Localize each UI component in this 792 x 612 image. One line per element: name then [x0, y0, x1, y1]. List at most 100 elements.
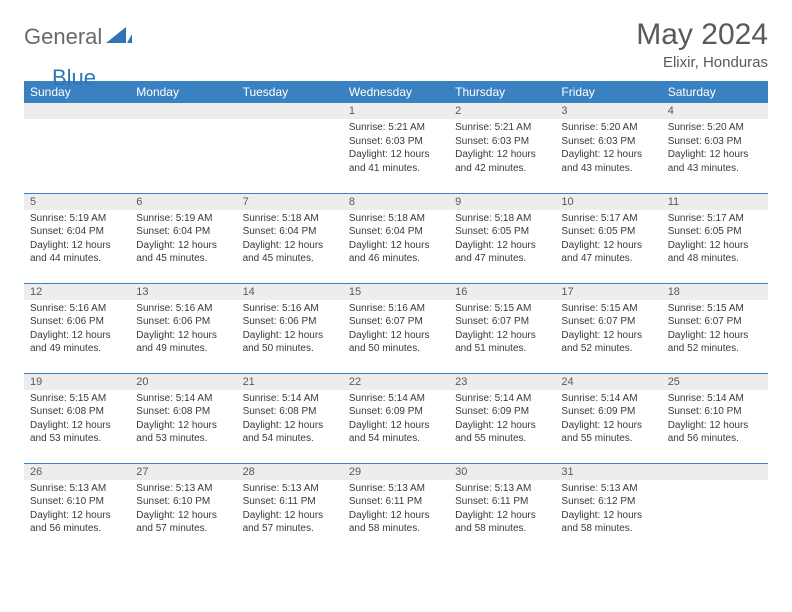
calendar-row: 5Sunrise: 5:19 AMSunset: 6:04 PMDaylight…	[24, 193, 768, 283]
day-number: 28	[237, 464, 343, 480]
day-number	[662, 464, 768, 480]
day-detail: Sunrise: 5:13 AMSunset: 6:11 PMDaylight:…	[343, 480, 449, 540]
calendar-grid: SundayMondayTuesdayWednesdayThursdayFrid…	[24, 81, 768, 553]
weekday-header: Wednesday	[343, 81, 449, 103]
weekday-header: Monday	[130, 81, 236, 103]
day-number: 17	[555, 284, 661, 300]
calendar-cell: 15Sunrise: 5:16 AMSunset: 6:07 PMDayligh…	[343, 283, 449, 373]
calendar-cell: 5Sunrise: 5:19 AMSunset: 6:04 PMDaylight…	[24, 193, 130, 283]
calendar-cell: 28Sunrise: 5:13 AMSunset: 6:11 PMDayligh…	[237, 463, 343, 553]
calendar-cell: 22Sunrise: 5:14 AMSunset: 6:09 PMDayligh…	[343, 373, 449, 463]
day-number: 24	[555, 374, 661, 390]
day-number: 8	[343, 194, 449, 210]
day-detail: Sunrise: 5:14 AMSunset: 6:09 PMDaylight:…	[555, 390, 661, 450]
calendar-page: General May 2024 Elixir, Honduras Blue S…	[0, 0, 792, 565]
calendar-cell: 25Sunrise: 5:14 AMSunset: 6:10 PMDayligh…	[662, 373, 768, 463]
weekday-header: Friday	[555, 81, 661, 103]
month-title: May 2024	[636, 18, 768, 52]
day-number	[237, 103, 343, 119]
location-label: Elixir, Honduras	[636, 54, 768, 71]
day-number: 13	[130, 284, 236, 300]
day-number: 1	[343, 103, 449, 119]
day-detail: Sunrise: 5:15 AMSunset: 6:07 PMDaylight:…	[449, 300, 555, 360]
calendar-cell: 7Sunrise: 5:18 AMSunset: 6:04 PMDaylight…	[237, 193, 343, 283]
day-detail: Sunrise: 5:19 AMSunset: 6:04 PMDaylight:…	[130, 210, 236, 270]
calendar-cell: 21Sunrise: 5:14 AMSunset: 6:08 PMDayligh…	[237, 373, 343, 463]
day-detail: Sunrise: 5:20 AMSunset: 6:03 PMDaylight:…	[555, 119, 661, 179]
day-detail: Sunrise: 5:20 AMSunset: 6:03 PMDaylight:…	[662, 119, 768, 179]
day-detail: Sunrise: 5:13 AMSunset: 6:11 PMDaylight:…	[449, 480, 555, 540]
calendar-cell: 24Sunrise: 5:14 AMSunset: 6:09 PMDayligh…	[555, 373, 661, 463]
day-detail: Sunrise: 5:14 AMSunset: 6:10 PMDaylight:…	[662, 390, 768, 450]
calendar-body: 1Sunrise: 5:21 AMSunset: 6:03 PMDaylight…	[24, 103, 768, 553]
brand-text-blue: Blue	[52, 65, 96, 91]
calendar-cell: 9Sunrise: 5:18 AMSunset: 6:05 PMDaylight…	[449, 193, 555, 283]
day-number: 25	[662, 374, 768, 390]
calendar-cell: 13Sunrise: 5:16 AMSunset: 6:06 PMDayligh…	[130, 283, 236, 373]
day-number: 26	[24, 464, 130, 480]
calendar-cell: 1Sunrise: 5:21 AMSunset: 6:03 PMDaylight…	[343, 103, 449, 193]
calendar-cell: 17Sunrise: 5:15 AMSunset: 6:07 PMDayligh…	[555, 283, 661, 373]
day-detail: Sunrise: 5:18 AMSunset: 6:04 PMDaylight:…	[343, 210, 449, 270]
calendar-cell: 23Sunrise: 5:14 AMSunset: 6:09 PMDayligh…	[449, 373, 555, 463]
day-number: 15	[343, 284, 449, 300]
day-number: 5	[24, 194, 130, 210]
calendar-cell: 31Sunrise: 5:13 AMSunset: 6:12 PMDayligh…	[555, 463, 661, 553]
day-number: 18	[662, 284, 768, 300]
calendar-cell: 8Sunrise: 5:18 AMSunset: 6:04 PMDaylight…	[343, 193, 449, 283]
day-detail: Sunrise: 5:13 AMSunset: 6:12 PMDaylight:…	[555, 480, 661, 540]
day-detail: Sunrise: 5:14 AMSunset: 6:09 PMDaylight:…	[343, 390, 449, 450]
day-detail: Sunrise: 5:13 AMSunset: 6:11 PMDaylight:…	[237, 480, 343, 540]
calendar-cell: 26Sunrise: 5:13 AMSunset: 6:10 PMDayligh…	[24, 463, 130, 553]
day-detail: Sunrise: 5:18 AMSunset: 6:04 PMDaylight:…	[237, 210, 343, 270]
calendar-cell: 19Sunrise: 5:15 AMSunset: 6:08 PMDayligh…	[24, 373, 130, 463]
day-number: 3	[555, 103, 661, 119]
weekday-header: Thursday	[449, 81, 555, 103]
day-number: 27	[130, 464, 236, 480]
day-number: 7	[237, 194, 343, 210]
calendar-cell: 20Sunrise: 5:14 AMSunset: 6:08 PMDayligh…	[130, 373, 236, 463]
day-detail: Sunrise: 5:16 AMSunset: 6:07 PMDaylight:…	[343, 300, 449, 360]
day-number: 31	[555, 464, 661, 480]
brand-sail-icon	[106, 25, 132, 50]
calendar-cell: 18Sunrise: 5:15 AMSunset: 6:07 PMDayligh…	[662, 283, 768, 373]
day-number: 9	[449, 194, 555, 210]
day-detail: Sunrise: 5:15 AMSunset: 6:08 PMDaylight:…	[24, 390, 130, 450]
day-detail: Sunrise: 5:16 AMSunset: 6:06 PMDaylight:…	[24, 300, 130, 360]
weekday-header: Tuesday	[237, 81, 343, 103]
calendar-cell: 11Sunrise: 5:17 AMSunset: 6:05 PMDayligh…	[662, 193, 768, 283]
day-number: 19	[24, 374, 130, 390]
calendar-cell	[130, 103, 236, 193]
calendar-cell: 3Sunrise: 5:20 AMSunset: 6:03 PMDaylight…	[555, 103, 661, 193]
day-detail: Sunrise: 5:14 AMSunset: 6:08 PMDaylight:…	[237, 390, 343, 450]
day-number: 29	[343, 464, 449, 480]
day-detail: Sunrise: 5:15 AMSunset: 6:07 PMDaylight:…	[662, 300, 768, 360]
calendar-cell: 30Sunrise: 5:13 AMSunset: 6:11 PMDayligh…	[449, 463, 555, 553]
day-number: 6	[130, 194, 236, 210]
day-number: 21	[237, 374, 343, 390]
day-detail: Sunrise: 5:18 AMSunset: 6:05 PMDaylight:…	[449, 210, 555, 270]
day-detail: Sunrise: 5:13 AMSunset: 6:10 PMDaylight:…	[130, 480, 236, 540]
day-detail: Sunrise: 5:16 AMSunset: 6:06 PMDaylight:…	[130, 300, 236, 360]
calendar-cell: 6Sunrise: 5:19 AMSunset: 6:04 PMDaylight…	[130, 193, 236, 283]
calendar-cell	[237, 103, 343, 193]
day-detail: Sunrise: 5:21 AMSunset: 6:03 PMDaylight:…	[343, 119, 449, 179]
calendar-header-row: SundayMondayTuesdayWednesdayThursdayFrid…	[24, 81, 768, 103]
calendar-cell: 14Sunrise: 5:16 AMSunset: 6:06 PMDayligh…	[237, 283, 343, 373]
weekday-header: Saturday	[662, 81, 768, 103]
calendar-cell: 2Sunrise: 5:21 AMSunset: 6:03 PMDaylight…	[449, 103, 555, 193]
day-detail: Sunrise: 5:13 AMSunset: 6:10 PMDaylight:…	[24, 480, 130, 540]
calendar-row: 26Sunrise: 5:13 AMSunset: 6:10 PMDayligh…	[24, 463, 768, 553]
day-number: 12	[24, 284, 130, 300]
day-detail: Sunrise: 5:14 AMSunset: 6:08 PMDaylight:…	[130, 390, 236, 450]
calendar-cell: 12Sunrise: 5:16 AMSunset: 6:06 PMDayligh…	[24, 283, 130, 373]
calendar-cell: 10Sunrise: 5:17 AMSunset: 6:05 PMDayligh…	[555, 193, 661, 283]
calendar-cell: 29Sunrise: 5:13 AMSunset: 6:11 PMDayligh…	[343, 463, 449, 553]
day-detail: Sunrise: 5:17 AMSunset: 6:05 PMDaylight:…	[555, 210, 661, 270]
calendar-cell: 4Sunrise: 5:20 AMSunset: 6:03 PMDaylight…	[662, 103, 768, 193]
day-detail: Sunrise: 5:16 AMSunset: 6:06 PMDaylight:…	[237, 300, 343, 360]
brand-logo: General	[24, 18, 134, 50]
calendar-row: 1Sunrise: 5:21 AMSunset: 6:03 PMDaylight…	[24, 103, 768, 193]
day-number: 10	[555, 194, 661, 210]
header: General May 2024 Elixir, Honduras	[24, 18, 768, 71]
